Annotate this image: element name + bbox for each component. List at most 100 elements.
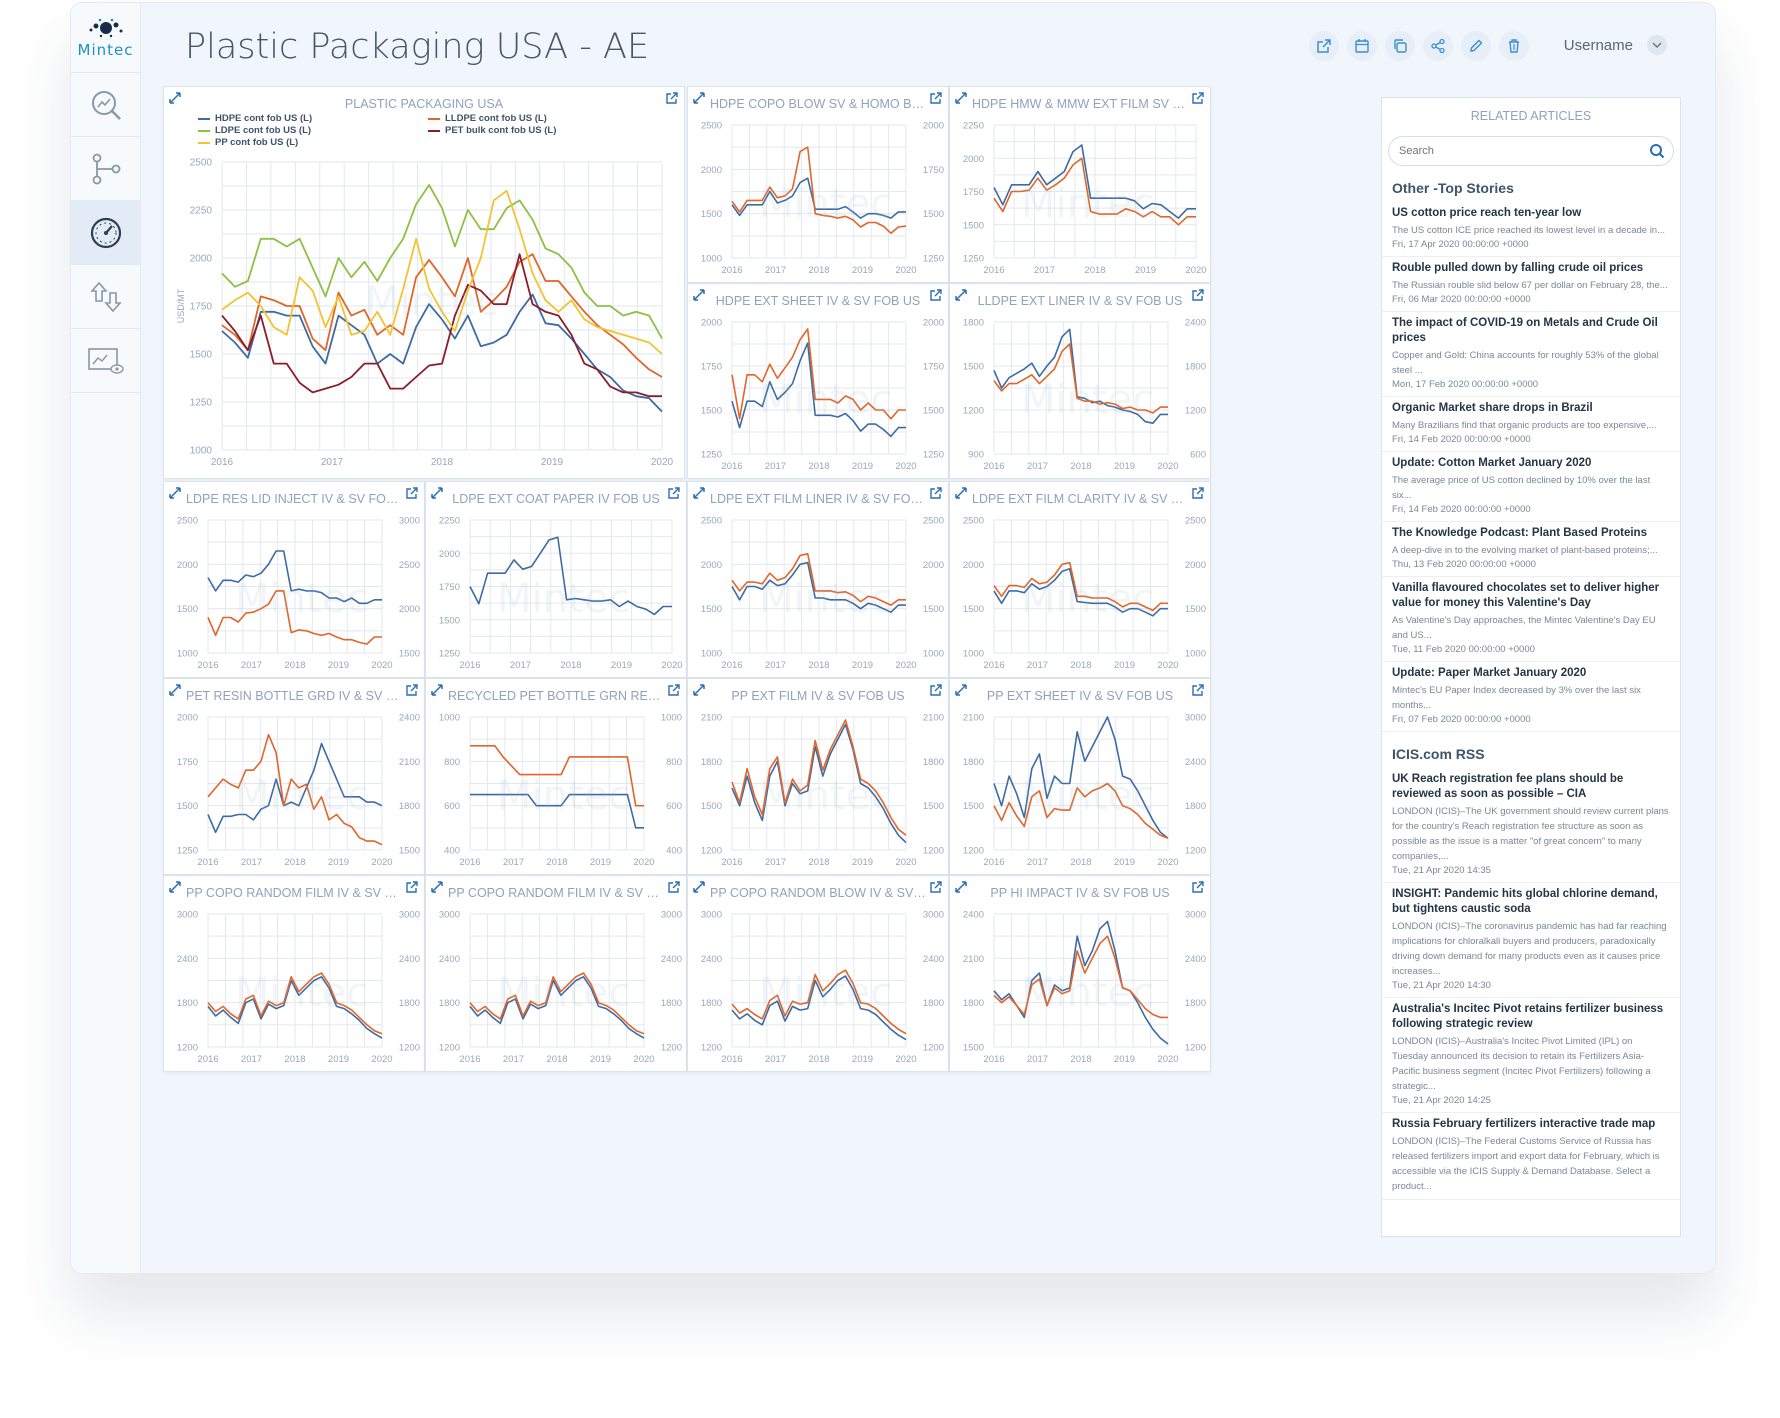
expand-icon[interactable] [430, 880, 444, 894]
article-item[interactable]: Australia's Incitec Pivot retains fertil… [1382, 998, 1680, 1113]
chart-svg: 2500 2000 1500 1000 3000 2500 2000 1500 2016 2017… [177, 516, 420, 672]
x-tick-label: 2018 [284, 660, 305, 671]
search-icon[interactable] [1649, 143, 1665, 164]
watermark-logo: Mintec [235, 575, 369, 622]
popout-icon[interactable] [665, 91, 679, 105]
app-window: Mintec Plastic Packaging USA - AE Us [70, 2, 1716, 1274]
expand-icon[interactable] [168, 486, 182, 500]
chart-tile[interactable]: PP COPO RANDOM FILM IV & SV FOB US 3000 24… [163, 875, 425, 1072]
nav-monitor[interactable] [71, 329, 140, 393]
chart-tile[interactable]: HDPE COPO BLOW SV & HOMO BLOW IV FOB...2… [687, 86, 949, 283]
popout-icon[interactable] [929, 683, 943, 697]
chart-tile[interactable]: PP HI IMPACT IV & SV FOB US 2400 2100 1800 1… [949, 875, 1211, 1072]
popout-icon[interactable] [405, 486, 419, 500]
expand-icon[interactable] [430, 486, 444, 500]
logo-text: Mintec [77, 40, 134, 59]
chart-tile[interactable]: RECYCLED PET BOTTLE GRN REGRND & PELL...… [425, 678, 687, 875]
popout-icon[interactable] [929, 880, 943, 894]
delete-button[interactable] [1499, 31, 1529, 61]
share-button[interactable] [1423, 31, 1453, 61]
legend-item[interactable]: LDPE cont fob US (L) [198, 125, 428, 136]
series-line [993, 157, 1196, 226]
popout-icon[interactable] [929, 486, 943, 500]
article-date: Tue, 21 Apr 2020 14:30 [1392, 980, 1491, 991]
chart-tile[interactable]: LDPE EXT FILM LINER IV & SV FOB US 2500 20… [687, 481, 949, 678]
article-item[interactable]: Update: Cotton Market January 2020 The av… [1382, 452, 1680, 522]
chart-tile[interactable]: PP EXT FILM IV & SV FOB US 2100 1800 1500 12… [687, 678, 949, 875]
popout-icon[interactable] [1191, 486, 1205, 500]
legend-item[interactable]: LLDPE cont fob US (L) [428, 113, 638, 124]
legend-item[interactable]: PP cont fob US (L) [198, 137, 428, 148]
popout-icon[interactable] [667, 683, 681, 697]
expand-icon[interactable] [954, 486, 968, 500]
expand-icon[interactable] [692, 683, 706, 697]
legend-label: PET bulk cont fob US (L) [445, 125, 557, 136]
nav-flow[interactable] [71, 137, 140, 201]
nav-search-charts[interactable] [71, 73, 140, 137]
article-item[interactable]: Update: Paper Market January 2020 Mintec'… [1382, 662, 1680, 732]
article-date: Tue, 11 Feb 2020 00:00:00 +0000 [1392, 644, 1535, 655]
popout-icon[interactable] [405, 683, 419, 697]
expand-icon[interactable] [954, 880, 968, 894]
nav-dashboard[interactable] [71, 201, 140, 265]
expand-icon[interactable] [430, 683, 444, 697]
article-item[interactable]: Vanilla flavoured chocolates set to deli… [1382, 577, 1680, 662]
article-item[interactable]: UK Reach registration fee plans should b… [1382, 768, 1680, 883]
expand-icon[interactable] [692, 486, 706, 500]
popout-icon[interactable] [1191, 288, 1205, 302]
chart-tile[interactable]: LDPE EXT FILM CLARITY IV & SV FOB US 2500… [949, 481, 1211, 678]
legend-item[interactable]: PET bulk cont fob US (L) [428, 125, 638, 136]
chart-tile[interactable]: HDPE EXT SHEET IV & SV FOB US 2000 1750 150… [687, 283, 949, 479]
article-item[interactable]: The Knowledge Podcast: Plant Based Prote… [1382, 522, 1680, 577]
chart-tile[interactable]: PLASTIC PACKAGING USA 2500 2250 2000 1750 150… [163, 86, 685, 479]
edit-button[interactable] [1461, 31, 1491, 61]
expand-icon[interactable] [168, 880, 182, 894]
expand-icon[interactable] [692, 880, 706, 894]
chart-tile[interactable]: PP COPO RANDOM BLOW IV & SV FOB US 3000 24… [687, 875, 949, 1072]
chart-tile[interactable]: PP COPO RANDOM FILM IV & SV FOB US 3000 24… [425, 875, 687, 1072]
popout-icon[interactable] [1191, 91, 1205, 105]
copy-button[interactable] [1385, 31, 1415, 61]
expand-icon[interactable] [692, 288, 706, 302]
logo[interactable]: Mintec [71, 3, 140, 73]
chart-tile[interactable]: PP EXT SHEET IV & SV FOB US 2100 1800 1500 1… [949, 678, 1211, 875]
expand-icon[interactable] [954, 288, 968, 302]
series-line [221, 293, 663, 413]
popout-icon[interactable] [1191, 683, 1205, 697]
expand-icon[interactable] [954, 683, 968, 697]
popout-icon[interactable] [405, 880, 419, 894]
popout-icon[interactable] [667, 880, 681, 894]
expand-icon[interactable] [168, 683, 182, 697]
x-tick-label: 2016 [721, 857, 742, 868]
article-item[interactable]: Rouble pulled down by falling crude oil … [1382, 257, 1680, 312]
user-menu[interactable]: Username [1564, 35, 1667, 55]
legend-swatch [198, 117, 210, 120]
y-tick-label: 3000 [701, 910, 722, 921]
article-item[interactable]: Organic Market share drops in Brazil Many… [1382, 397, 1680, 452]
y-tick-label: 1500 [963, 220, 984, 231]
article-item[interactable]: INSIGHT: Pandemic hits global chlorine d… [1382, 883, 1680, 998]
popout-icon[interactable] [929, 288, 943, 302]
expand-icon[interactable] [954, 91, 968, 105]
chart-tile[interactable]: LDPE RES LID INJECT IV & SV FOB US 2500 20… [163, 481, 425, 678]
nav-up-down[interactable] [71, 265, 140, 329]
article-search-input[interactable] [1389, 137, 1629, 165]
article-item[interactable]: US cotton price reach ten-year low The US… [1382, 202, 1680, 257]
expand-icon[interactable] [168, 91, 182, 105]
popout-icon[interactable] [929, 91, 943, 105]
chart-tile[interactable]: LLDPE EXT LINER IV & SV FOB US 1800 1500 12… [949, 283, 1211, 479]
export-button[interactable] [1309, 31, 1339, 61]
article-item[interactable]: The impact of COVID-19 on Metals and Cru… [1382, 312, 1680, 397]
expand-icon[interactable] [692, 91, 706, 105]
y2-tick-label: 2400 [399, 713, 420, 724]
chart-tile[interactable]: LDPE EXT COAT PAPER IV FOB US 2250 2000 175… [425, 481, 687, 678]
article-snippet: Copper and Gold: China accounts for roug… [1392, 350, 1659, 376]
chart-tile[interactable]: HDPE HMW & MMW EXT FILM SV & IV FOB US22… [949, 86, 1211, 283]
user-menu-toggle[interactable] [1647, 35, 1667, 55]
schedule-button[interactable] [1347, 31, 1377, 61]
article-item[interactable]: Russia February fertilizers interactive … [1382, 1113, 1680, 1200]
legend-item[interactable]: HDPE cont fob US (L) [198, 113, 428, 124]
chart-tile[interactable]: PET RESIN BOTTLE GRD IV & SV FOB US 2000 1… [163, 678, 425, 875]
popout-icon[interactable] [1191, 880, 1205, 894]
popout-icon[interactable] [667, 486, 681, 500]
